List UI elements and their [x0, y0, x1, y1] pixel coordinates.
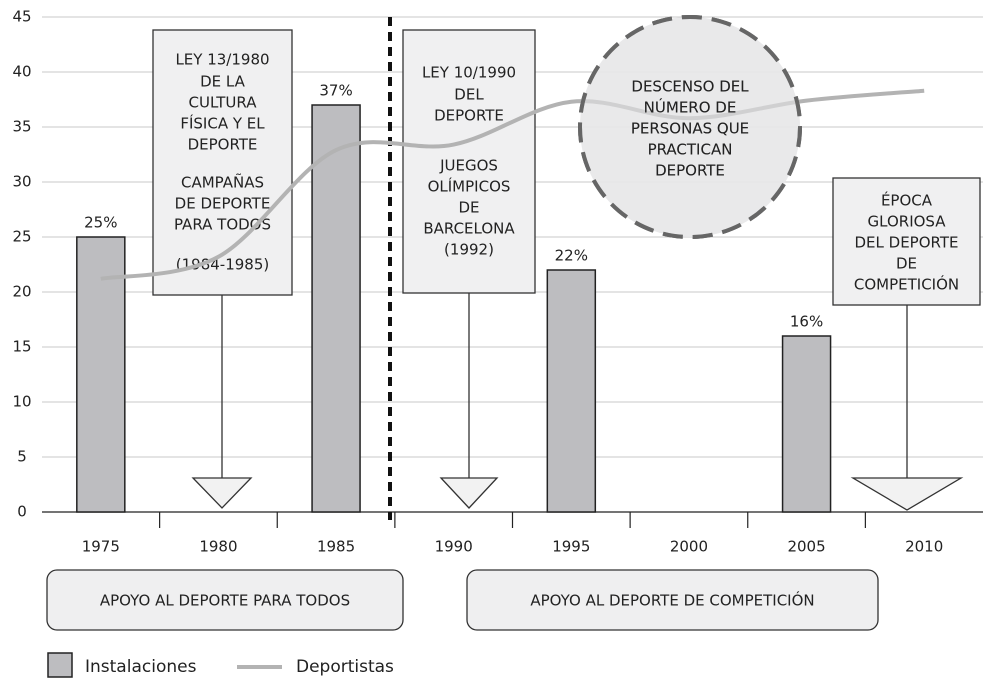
phase-box: [46, 569, 404, 631]
annotation-text: OLÍMPICOS: [428, 177, 511, 196]
y-tick-label: 40: [12, 63, 31, 81]
annotation-text: PERSONAS QUE: [631, 120, 749, 138]
bar: [311, 104, 361, 513]
x-tick-label: 1985: [317, 538, 355, 556]
annotation-text: FÍSICA Y EL: [180, 114, 265, 133]
annotation-text: DEPORTE: [434, 107, 504, 125]
annotation-box: [152, 29, 293, 296]
bar: [546, 269, 597, 513]
y-tick-label: 0: [17, 503, 27, 521]
legend-label: Deportistas: [296, 657, 394, 677]
annotation-text: (1984-1985): [176, 256, 269, 274]
annotation-text: DEPORTE: [655, 162, 725, 180]
x-tick-label: 2000: [670, 538, 708, 556]
annotation-text: ÉPOCA: [881, 191, 933, 210]
y-tick-label: 15: [12, 338, 31, 356]
annotation-box: [402, 29, 536, 294]
annotation-text: DE DEPORTE: [175, 195, 271, 213]
legend-label: Instalaciones: [85, 657, 197, 677]
bar: [76, 236, 126, 513]
y-tick-label: 5: [17, 448, 27, 466]
y-tick-label: 30: [12, 173, 31, 191]
x-tick-label: 1980: [199, 538, 237, 556]
x-tick-label: 2005: [787, 538, 825, 556]
value-label: 16%: [790, 313, 823, 331]
arrow-head: [439, 477, 499, 509]
y-tick-label: 10: [12, 393, 31, 411]
annotation-text: GLORIOSA: [868, 213, 947, 231]
x-tick-label: 2010: [905, 538, 943, 556]
annotation-text: LEY 13/1980: [175, 51, 269, 69]
annotation-text: JUEGOS: [439, 157, 498, 175]
annotation-text: DE: [896, 255, 917, 273]
annotation-text: DE: [458, 199, 479, 217]
x-tick-label: 1990: [435, 538, 473, 556]
annotation-text: (1992): [444, 241, 494, 259]
annotation-text: PRACTICAN: [648, 141, 733, 159]
annotation-text: NÚMERO DE: [644, 98, 737, 117]
y-tick-label: 45: [12, 8, 31, 26]
annotation-text: DESCENSO DEL: [631, 78, 749, 96]
phase-label: APOYO AL DEPORTE PARA TODOS: [100, 592, 350, 610]
annotation-text: DEL DEPORTE: [854, 234, 958, 252]
annotation-text: CAMPAÑAS: [181, 173, 264, 192]
annotation-text: COMPETICIÓN: [854, 275, 959, 294]
annotation-text: LEY 10/1990: [422, 64, 516, 82]
annotation-text: DE LA: [200, 73, 245, 91]
y-tick-label: 35: [12, 118, 31, 136]
phase-label: APOYO AL DEPORTE DE COMPETICIÓN: [530, 591, 814, 610]
annotation-box: [832, 177, 981, 306]
y-tick-label: 25: [12, 228, 31, 246]
bar: [781, 335, 832, 513]
annotation-text: DEPORTE: [188, 136, 258, 154]
value-label: 22%: [555, 247, 588, 265]
x-tick-label: 1975: [82, 538, 120, 556]
value-label: 25%: [84, 214, 117, 232]
annotation-circle-overlay: [578, 15, 802, 239]
y-tick-label: 20: [12, 283, 31, 301]
arrow-head: [850, 477, 964, 511]
x-tick-label: 1995: [552, 538, 590, 556]
annotation-text: DEL: [454, 86, 484, 104]
annotation-text: CULTURA: [189, 94, 258, 112]
arrow-head: [191, 477, 253, 509]
legend-swatch: [47, 652, 73, 678]
value-label: 37%: [319, 82, 352, 100]
phase-box: [466, 569, 879, 631]
annotation-text: PARA TODOS: [174, 216, 271, 234]
annotation-text: BARCELONA: [423, 220, 515, 238]
